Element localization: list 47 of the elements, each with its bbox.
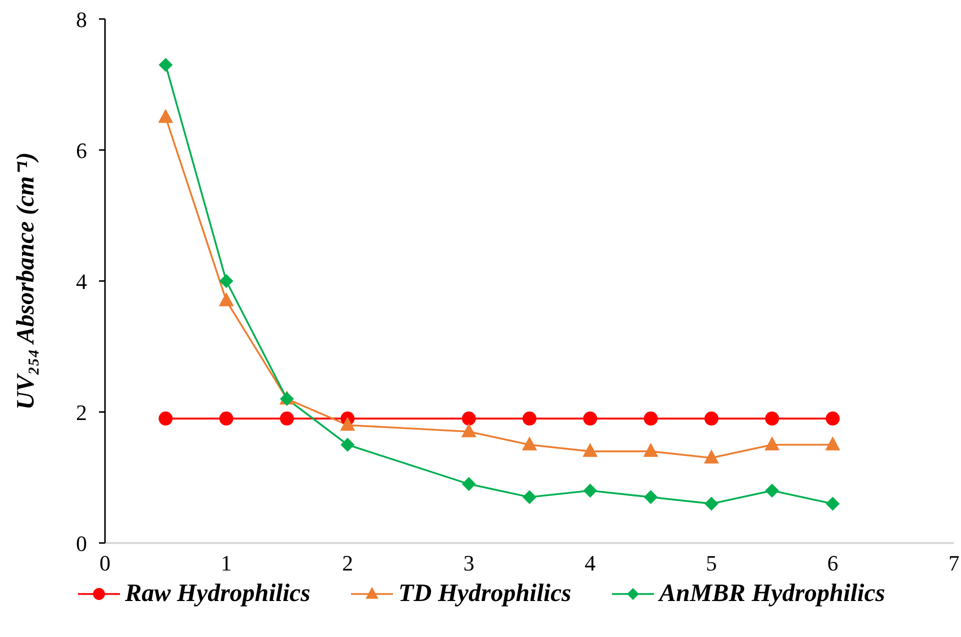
point (704, 412, 718, 426)
point (340, 416, 356, 431)
point (583, 484, 598, 498)
point (522, 412, 536, 426)
point (219, 412, 234, 426)
point (582, 442, 598, 457)
point (765, 412, 780, 426)
point (340, 438, 355, 452)
x-tick-label: 2 (342, 550, 354, 576)
point (158, 108, 174, 123)
x-tick-label: 6 (827, 550, 838, 576)
legend-label: AnMBR Hydrophilics (659, 580, 886, 608)
y-tick-label: 0 (76, 530, 87, 556)
point (522, 490, 536, 504)
x-tick-label: 4 (584, 550, 596, 576)
y-tick-label: 6 (76, 138, 87, 163)
point (764, 436, 780, 450)
point (462, 477, 476, 492)
point (826, 496, 840, 511)
legend-label: TD Hydrophilics (398, 580, 572, 608)
point (826, 412, 840, 426)
x-tick-label: 5 (706, 550, 717, 576)
point (522, 436, 537, 450)
x-tick-label: 1 (220, 550, 232, 576)
legend-label: Raw Hydrophilics (124, 580, 310, 608)
y-tick-label: 8 (76, 6, 87, 32)
point (704, 496, 718, 511)
x-tick-label: 3 (463, 550, 474, 576)
point (644, 412, 658, 426)
point (704, 449, 719, 464)
point (158, 58, 173, 72)
point (280, 412, 294, 426)
point (158, 412, 173, 426)
x-tick-label: 7 (948, 550, 960, 576)
point (644, 490, 658, 504)
point (765, 484, 780, 498)
point (462, 412, 476, 426)
x-tick-label: 0 (100, 550, 110, 576)
point (825, 436, 840, 450)
point (583, 412, 598, 426)
point (219, 274, 234, 288)
y-tick-label: 4 (76, 268, 87, 294)
point (643, 442, 658, 457)
point (218, 292, 234, 306)
point (461, 423, 476, 438)
y-axis-title: UV₂₅₄ Absorbance (cm⁻¹) (12, 152, 40, 410)
y-tick-label: 2 (76, 400, 87, 425)
